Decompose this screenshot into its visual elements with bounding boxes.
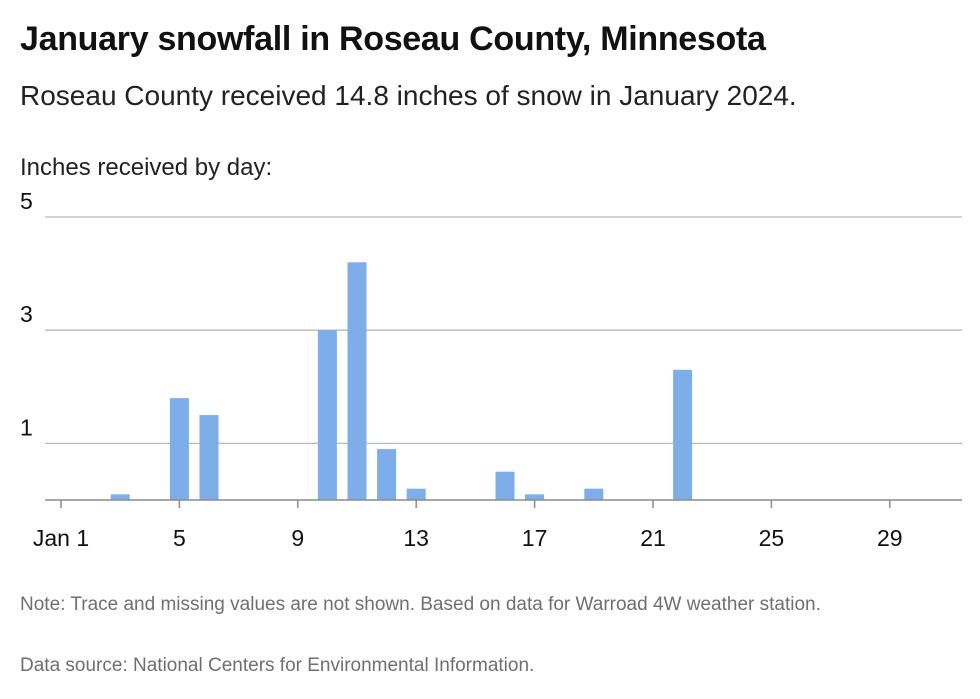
y-tick-labels: 1 3 5: [20, 190, 33, 440]
bar-day-22: [673, 369, 693, 500]
bar-day-12: [377, 449, 397, 500]
bar-day-19: [584, 488, 604, 500]
footnote: Note: Trace and missing values are not s…: [20, 594, 821, 615]
bar-day-16: [495, 471, 515, 500]
chart-subtitle: Roseau County received 14.8 inches of sn…: [20, 80, 797, 111]
data-source: Data source: National Centers for Enviro…: [20, 655, 535, 676]
y-tick-1: 1: [20, 414, 33, 440]
y-tick-3: 3: [20, 301, 33, 327]
y-tick-5: 5: [20, 190, 33, 214]
x-tick-5: 5: [173, 525, 186, 551]
bar-day-11: [347, 262, 367, 500]
x-tick-13: 13: [403, 525, 429, 551]
gridlines: [45, 216, 962, 445]
x-tick-25: 25: [759, 525, 785, 551]
bar-day-13: [406, 488, 426, 500]
bar-day-10: [317, 330, 337, 500]
snowfall-bar-chart: 135 Jan 1 5 9 13 17 21 25 29: [20, 190, 962, 551]
x-tick-labels: Jan 1 5 9 13 17 21 25 29: [33, 500, 903, 551]
y-axis-label: Inches received by day:: [20, 154, 273, 181]
bar-day-17: [525, 494, 545, 500]
bar-day-6: [199, 415, 219, 500]
x-tick-1: Jan 1: [33, 525, 89, 551]
x-tick-9: 9: [291, 525, 304, 551]
bar-day-5: [169, 398, 189, 500]
bar-day-3: [110, 494, 130, 500]
x-tick-29: 29: [877, 525, 903, 551]
chart-title: January snowfall in Roseau County, Minne…: [20, 20, 766, 58]
x-tick-21: 21: [640, 525, 666, 551]
bars: [110, 262, 693, 500]
x-tick-17: 17: [522, 525, 548, 551]
